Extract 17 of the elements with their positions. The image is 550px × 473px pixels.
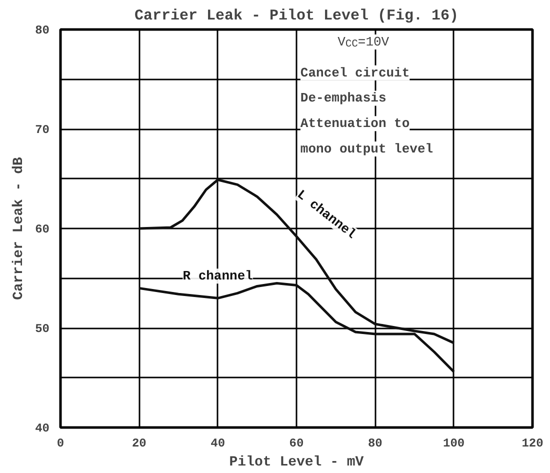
- y-tick-label: 70: [35, 123, 50, 137]
- y-tick-label: 80: [35, 24, 50, 38]
- y-tick-label: 40: [35, 422, 50, 436]
- x-tick-label: 100: [443, 436, 465, 450]
- x-tick-label: 20: [132, 436, 146, 450]
- x-tick-label: 120: [522, 436, 544, 450]
- y-tick-label: 60: [35, 222, 50, 236]
- annotation: Cancel circuit De-emphasis Attenuation to mono output level: [300, 65, 434, 156]
- x-tick-label: 80: [368, 436, 382, 450]
- series-label: R channel: [182, 268, 254, 284]
- x-tick-label: 0: [56, 436, 64, 450]
- y-tick-label: 50: [35, 322, 50, 336]
- x-axis-title: Pilot Level - mV: [229, 454, 364, 470]
- x-tick-label: 60: [289, 436, 304, 450]
- y-axis-title: Carrier Leak - dB: [11, 156, 28, 300]
- x-tick-label: 40: [210, 436, 226, 450]
- chart-title: Carrier Leak - Pilot Level (Fig. 16): [134, 8, 459, 24]
